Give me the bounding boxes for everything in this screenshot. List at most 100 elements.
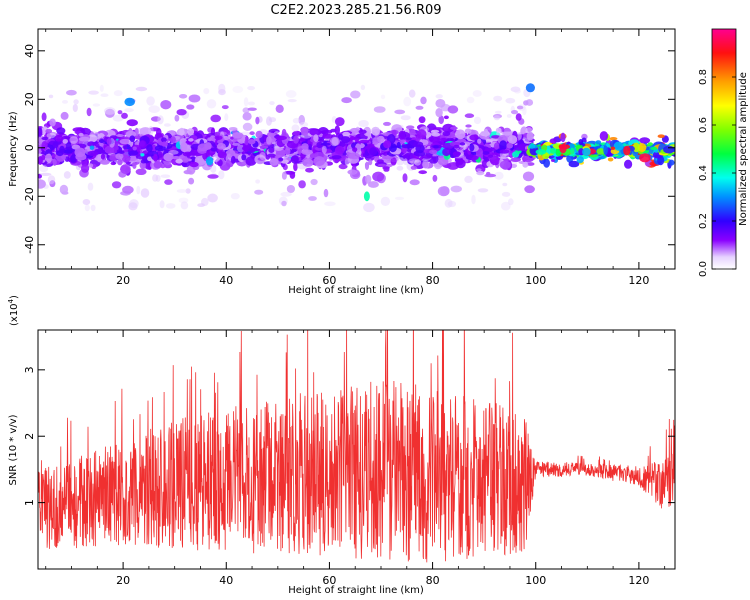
spectrogram-blob xyxy=(302,158,314,167)
snr-x-axis-label: Height of straight line (km) xyxy=(288,585,424,596)
spectrogram-blob xyxy=(244,136,249,146)
spectrogram-blob xyxy=(465,124,472,128)
spectrogram-blob xyxy=(189,161,199,168)
colorbar-label: Normalized spectral amplitude xyxy=(738,72,749,226)
spectrogram-blob xyxy=(398,130,406,140)
spectrogram-blob xyxy=(394,196,405,200)
spectrogram-blob xyxy=(290,155,299,164)
spectrogram-blob xyxy=(268,147,275,153)
spectrogram-blob xyxy=(266,136,272,145)
spectrogram-blob xyxy=(415,105,424,110)
spectrogram-blob xyxy=(104,107,116,115)
colorbar-tick-label: 0.4 xyxy=(698,165,709,181)
spectrogram-blob xyxy=(151,144,157,152)
spectrogram-blob xyxy=(268,117,277,123)
spectrogram-blob xyxy=(289,171,296,179)
spectrogram-blob xyxy=(104,145,115,154)
spectrogram-blob xyxy=(420,96,427,105)
spectrogram-blob xyxy=(428,136,434,142)
spectrogram-blob xyxy=(383,140,392,149)
spectrogram-blob xyxy=(207,174,219,179)
snr-y-axis-label: SNR (10 * v/v) xyxy=(8,414,19,485)
spectrogram-blob xyxy=(218,83,226,94)
spectrogram-blob xyxy=(380,196,391,206)
spectrogram-blob xyxy=(499,140,507,151)
spectrogram-blob xyxy=(372,171,385,182)
spectrogram-blob xyxy=(526,131,534,141)
spectrogram-blob xyxy=(126,119,138,127)
spectrogram-blob xyxy=(159,200,165,209)
spectrogram-blob xyxy=(98,139,105,143)
spectrogram-blob xyxy=(471,194,476,205)
spectrogram-blob xyxy=(560,132,566,143)
spectrogram-blob xyxy=(170,136,176,144)
spectrogram-blob xyxy=(522,161,529,168)
spectrogram-blob xyxy=(551,159,555,162)
spectrogram-blob xyxy=(493,115,501,121)
spectrogram-blob xyxy=(528,143,536,149)
spectrogram-blob xyxy=(45,154,52,159)
spectrogram-blob xyxy=(147,156,152,162)
spectrogram-blob xyxy=(210,164,217,173)
spectrogram-blob xyxy=(371,126,380,136)
spectrogram-blob xyxy=(408,89,416,98)
spectrogram-blob xyxy=(146,96,155,106)
spectrogram-blob xyxy=(657,134,665,138)
spectrogram-blob xyxy=(493,142,500,150)
spectrogram-blob xyxy=(365,174,372,184)
spectrogram-blob xyxy=(607,157,614,162)
spectrogram-blob xyxy=(321,145,327,154)
spectrogram-blob xyxy=(416,129,427,140)
spectrogram-blob xyxy=(188,138,194,142)
spectrogram-blob xyxy=(163,152,174,162)
spectrogram-blob xyxy=(135,86,148,92)
spectrogram-blob xyxy=(187,128,195,136)
snr-scale-label: (x104) xyxy=(7,295,20,326)
spectrogram-blob xyxy=(255,179,260,184)
spectrogram-blob xyxy=(100,153,106,160)
spectrogram-blob xyxy=(396,165,404,171)
spectrogram-blob xyxy=(69,136,78,144)
spectrogram-blob xyxy=(230,193,240,200)
spectrogram-blob xyxy=(267,153,276,158)
spectrogram-blob xyxy=(507,135,518,145)
spectrogram-blob xyxy=(476,168,482,172)
snr-ticks: 20 40 60 80 100 120 1 2 3 xyxy=(23,330,675,587)
spectrogram-blob xyxy=(447,105,459,114)
colorbar-frame xyxy=(711,28,737,270)
colorbar-ticks: 0.0 0.2 0.4 0.6 0.8 xyxy=(698,69,736,277)
spectrogram-blob xyxy=(116,134,124,137)
spectrogram-blob xyxy=(322,133,334,139)
spectrogram-blob xyxy=(136,185,141,195)
snr-x-tick-label: 60 xyxy=(322,574,336,587)
spectrogram-blob xyxy=(466,96,475,104)
spectrogram-blob xyxy=(516,105,524,110)
spectrogram-blob xyxy=(442,123,455,133)
spectrogram-blob xyxy=(380,94,386,100)
spectrogram-blob xyxy=(383,167,390,172)
spectrogram-blob xyxy=(501,131,514,136)
spectrogram-blob xyxy=(400,115,411,121)
spectrogram-blob xyxy=(483,128,489,137)
spectrogram-blob xyxy=(488,154,494,158)
spectrogram-blob xyxy=(148,126,154,136)
spectrogram-blob xyxy=(41,141,48,151)
spectrogram-blob xyxy=(394,109,406,115)
spectrogram-blob xyxy=(176,109,187,116)
spectrogram-blob xyxy=(59,184,69,195)
spectrogram-blob xyxy=(168,150,179,155)
spectrogram-blob xyxy=(140,153,145,157)
spectrogram-blob xyxy=(216,143,226,150)
spectrogram-blob xyxy=(124,97,135,107)
spectrogram-blob xyxy=(60,111,69,120)
spectrogram-blob xyxy=(121,154,131,163)
spectrogram-blob xyxy=(52,141,59,149)
spectrogram-blob xyxy=(431,132,441,137)
spectrogram-blob xyxy=(373,106,386,113)
spectrogram-x-tick-label: 100 xyxy=(525,274,546,287)
spectrogram-blob xyxy=(377,163,387,167)
spectrogram-blob xyxy=(505,97,516,104)
spectrogram-x-axis-label: Height of straight line (km) xyxy=(288,285,424,296)
spectrogram-blob xyxy=(100,159,110,165)
spectrogram-blob xyxy=(38,144,43,155)
